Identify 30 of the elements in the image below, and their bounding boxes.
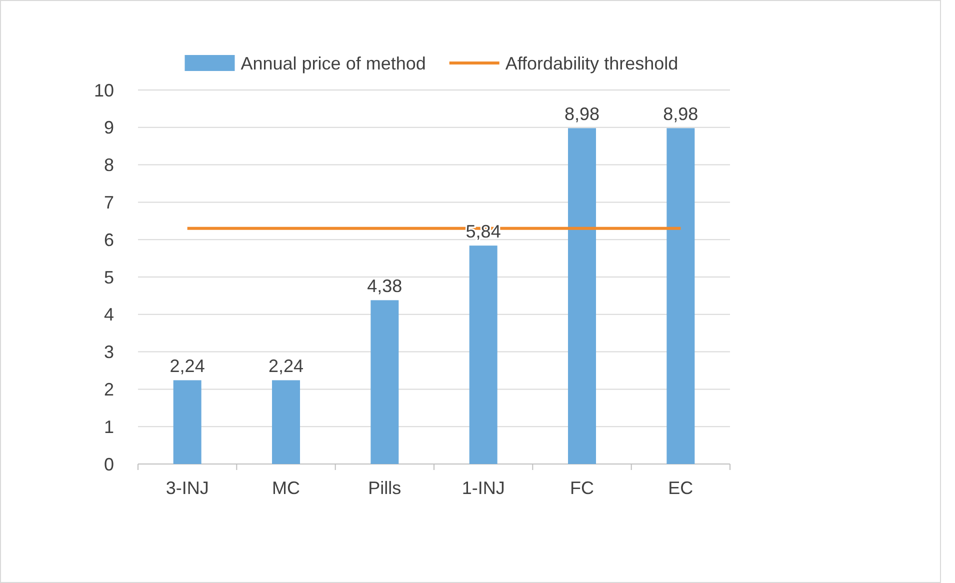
data-label: 4,38 [367, 276, 402, 296]
y-tick-label: 8 [104, 155, 114, 176]
bar [173, 380, 202, 464]
x-tick-label: FC [570, 478, 594, 498]
bar [370, 300, 399, 464]
data-label: 2,24 [268, 356, 304, 376]
bar [272, 380, 300, 464]
bar [469, 246, 498, 464]
x-tick-label: Pills [368, 478, 402, 498]
y-tick-label: 10 [94, 80, 114, 100]
x-tick-label: 3-INJ [166, 478, 209, 498]
data-label: 8,98 [663, 104, 698, 124]
y-tick-label: 7 [104, 192, 114, 212]
data-label: 8,98 [564, 104, 600, 124]
bar [666, 128, 695, 464]
y-tick-label: 2 [104, 380, 114, 400]
x-tick-label: EC [668, 478, 694, 498]
y-tick-label: 4 [104, 304, 114, 325]
y-tick-label: 0 [104, 454, 114, 474]
data-label: 2,24 [170, 356, 205, 376]
x-tick-label: 1-INJ [462, 478, 505, 498]
x-tick-label: MC [272, 478, 300, 498]
y-tick-label: 1 [104, 416, 114, 437]
legend-label: Affordability threshold [505, 53, 678, 74]
y-tick-label: 6 [104, 230, 114, 250]
y-tick-label: 5 [104, 267, 114, 288]
y-tick-label: 9 [104, 118, 114, 138]
bar [568, 128, 596, 464]
legend-label: Annual price of method [240, 53, 426, 74]
y-tick-label: 3 [104, 342, 114, 362]
